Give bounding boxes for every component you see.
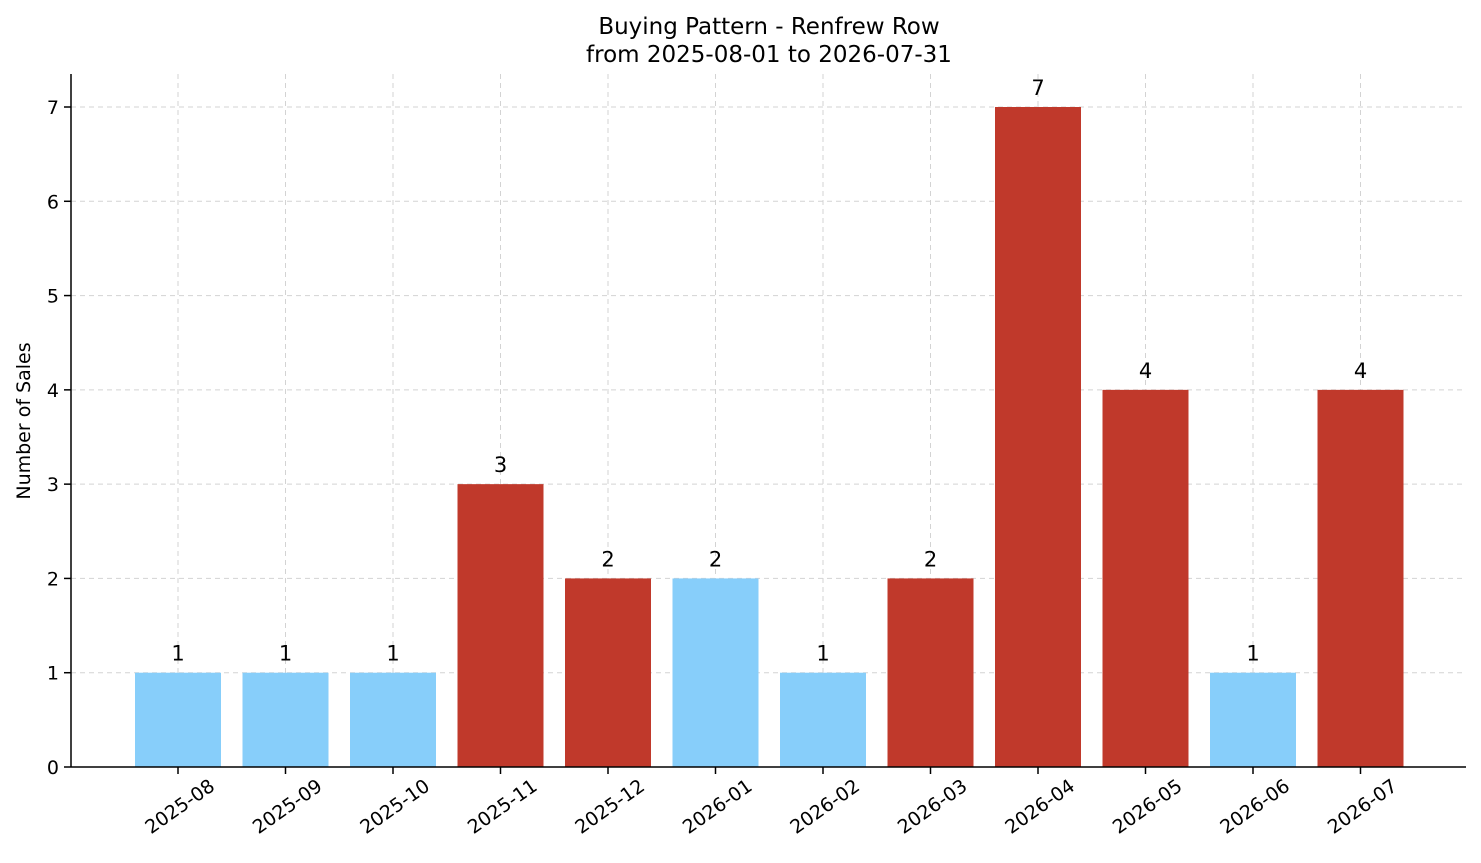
bar-value-label: 2 <box>601 547 614 571</box>
bar-value-label: 4 <box>1139 359 1152 383</box>
y-gridlines <box>71 106 1466 768</box>
x-tick-label: 2026-07 <box>1324 775 1402 839</box>
bar <box>1210 672 1296 767</box>
bar-value-label: 1 <box>386 642 399 666</box>
x-tick-label: 2025-09 <box>249 775 327 839</box>
data-labels: 1 1 1 3 2 2 1 2 7 4 1 4 <box>171 76 1367 666</box>
x-tick-label: 2026-06 <box>1216 775 1294 839</box>
x-tick-label: 2025-08 <box>141 775 219 839</box>
bar-value-label: 7 <box>1031 76 1044 100</box>
x-tick-label: 2026-02 <box>786 775 864 839</box>
y-tick-label: 0 <box>47 757 59 779</box>
bar-value-label: 4 <box>1354 359 1367 383</box>
bar <box>565 578 651 767</box>
bars <box>135 107 1404 767</box>
bar <box>780 672 866 767</box>
bar-value-label: 2 <box>924 547 937 571</box>
bar <box>135 672 221 767</box>
y-tick-label: 3 <box>47 474 59 496</box>
y-tick-label: 7 <box>47 97 59 119</box>
y-tick-label: 5 <box>47 286 59 308</box>
x-tick-label: 2026-05 <box>1109 775 1187 839</box>
bar-value-label: 3 <box>494 453 507 477</box>
bar <box>350 672 436 767</box>
x-tick-label: 2025-11 <box>464 775 542 839</box>
axes <box>70 74 1466 768</box>
bar <box>1317 389 1404 767</box>
chart-subtitle: from 2025-08-01 to 2026-07-31 <box>586 42 952 68</box>
y-tick-label: 1 <box>47 663 59 685</box>
x-tick-label: 2025-10 <box>356 775 434 839</box>
x-ticks: 2025-08 2025-09 2025-10 2025-11 2025-12 2026-… <box>141 767 1401 839</box>
bar <box>242 672 329 767</box>
chart-title: Buying Pattern - Renfrew Row <box>598 14 939 40</box>
y-tick-label: 2 <box>47 568 59 590</box>
bar-value-label: 1 <box>816 642 829 666</box>
bar <box>672 578 759 767</box>
bar <box>995 107 1081 767</box>
bar-value-label: 2 <box>709 547 722 571</box>
y-tick-label: 6 <box>47 191 59 213</box>
bar <box>1102 389 1189 767</box>
y-tick-label: 4 <box>47 380 59 402</box>
x-tick-label: 2025-12 <box>571 775 649 839</box>
y-ticks: 0 1 2 3 4 5 6 7 <box>47 97 71 779</box>
bar-value-label: 1 <box>1246 642 1259 666</box>
x-tick-label: 2026-04 <box>1001 775 1079 839</box>
bar-value-label: 1 <box>279 642 292 666</box>
bar-value-label: 1 <box>171 642 184 666</box>
x-tick-label: 2026-01 <box>679 775 757 839</box>
y-axis-label: Number of Sales <box>13 342 35 499</box>
bar <box>457 484 544 767</box>
x-tick-label: 2026-03 <box>894 775 972 839</box>
bar <box>887 578 974 767</box>
